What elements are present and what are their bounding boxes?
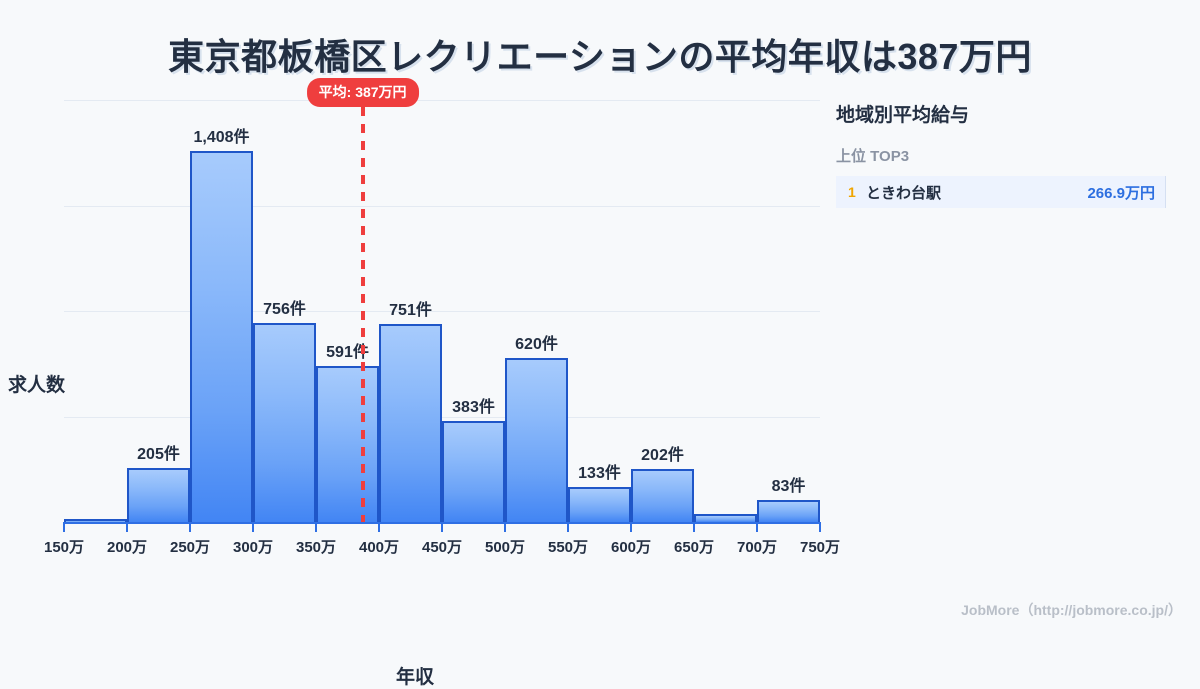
x-axis-label: 年収 [395, 667, 434, 688]
tick-label: 350万 [295, 539, 337, 556]
bar-value-label: 83件 [771, 478, 806, 496]
tick-mark [126, 522, 128, 532]
bar-slot: 591件 [316, 100, 379, 522]
bar[interactable] [631, 468, 694, 522]
rank-station-name: ときわ台駅 [866, 184, 942, 202]
bar-value-label: 751件 [389, 301, 432, 319]
tick-label: 450万 [421, 539, 463, 556]
bar[interactable] [379, 323, 442, 522]
tick-label: 250万 [169, 539, 211, 556]
tick-mark [252, 522, 254, 532]
tick-mark [819, 522, 821, 532]
bar[interactable] [757, 500, 820, 522]
bar[interactable] [316, 366, 379, 522]
average-badge: 平均: 387万円 [306, 78, 419, 107]
tick-mark [630, 522, 632, 532]
tick-mark [441, 522, 443, 532]
tick-label: 150万 [43, 539, 85, 556]
rank-number: 1 [848, 184, 856, 200]
tick-mark [189, 522, 191, 532]
bar-slot: 751件 [379, 100, 442, 522]
bar-slot: 133件 [568, 100, 631, 522]
tick-label: 200万 [106, 539, 148, 556]
bar-slot: 83件 [757, 100, 820, 522]
bar[interactable] [442, 420, 505, 522]
y-axis-label: 求人数 [8, 375, 66, 396]
bar[interactable] [127, 467, 190, 522]
tick-mark [378, 522, 380, 532]
tick-mark [504, 522, 506, 532]
tick-label: 750万 [799, 539, 841, 556]
bar[interactable] [568, 486, 631, 522]
bar-value-label: 133件 [578, 464, 621, 482]
tick-label: 700万 [736, 539, 778, 556]
bar-value-label: 202件 [641, 446, 684, 464]
plot-inner: 205件 1,408件 756件 591件 751件 383件 620件 133件 202件 83… [44, 78, 840, 556]
tick-mark [63, 522, 65, 532]
bar-slot: 1,408件 [190, 100, 253, 522]
sidebar: 地域別平均給与 上位 TOP3 1 ときわ台駅 266.9万円 [836, 100, 1166, 208]
gridline [64, 311, 820, 312]
bar-slot: 202件 [631, 100, 694, 522]
average-line [360, 90, 365, 522]
page-title: 東京都板橋区レクリエーションの平均年収は387万円 [168, 36, 1032, 77]
gridline [64, 416, 820, 418]
bar[interactable] [694, 514, 757, 522]
tick-label: 550万 [547, 539, 589, 556]
tick-label: 650万 [673, 539, 715, 556]
bar-value-label: 591件 [326, 344, 369, 362]
bar-slot [64, 100, 127, 522]
sidebar-subtitle: 上位 TOP3 [836, 148, 910, 165]
bar-value-label: 756件 [263, 300, 306, 318]
bar[interactable] [190, 150, 253, 522]
bar-slot [694, 100, 757, 522]
tick-mark [693, 522, 695, 532]
tick-label: 400万 [358, 539, 400, 556]
footer-watermark: JobMore（http://jobmore.co.jp/） [961, 602, 1182, 618]
gridline [64, 100, 820, 101]
tick-label: 300万 [232, 539, 274, 556]
tick-label: 600万 [610, 539, 652, 556]
tick-mark [567, 522, 569, 532]
bar[interactable] [505, 358, 568, 522]
sidebar-title: 地域別平均給与 [836, 105, 970, 126]
rank-row[interactable]: 1 ときわ台駅 266.9万円 [836, 176, 1166, 208]
bar-slot: 205件 [127, 100, 190, 522]
rank-salary-value: 266.9万円 [1087, 184, 1155, 202]
bar-slot: 620件 [505, 100, 568, 522]
gridline [64, 205, 820, 207]
bar-value-label: 205件 [137, 445, 180, 463]
bar-slot: 756件 [253, 100, 316, 522]
bar-value-label: 383件 [452, 398, 495, 416]
bar[interactable] [253, 322, 316, 522]
tick-label: 500万 [484, 539, 526, 556]
plot-area: 205件 1,408件 756件 591件 751件 383件 620件 133件 202件 83… [44, 78, 840, 602]
bar-value-label: 1,408件 [193, 128, 250, 146]
rank-list: 1 ときわ台駅 266.9万円 [836, 176, 1166, 208]
bar-slot: 383件 [442, 100, 505, 522]
chart-container: 求人数 205件 1,408件 756件 591件 751件 383件 620件 133件 20… [0, 78, 840, 688]
bar[interactable] [64, 519, 127, 522]
tick-mark [315, 522, 317, 532]
tick-mark [756, 522, 758, 532]
bar-value-label: 620件 [515, 336, 558, 354]
